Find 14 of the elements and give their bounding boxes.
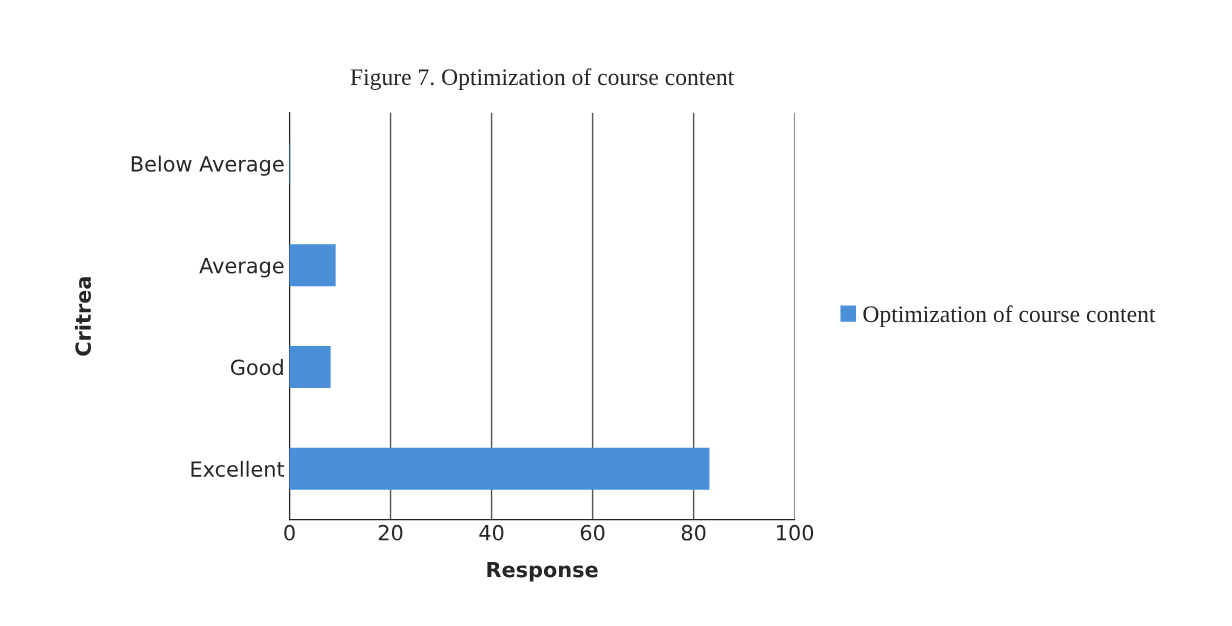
x-tick-label: 100 — [777, 524, 814, 541]
y-tick-label: Average — [199, 257, 284, 278]
y-tick-label: Below Average — [131, 155, 284, 176]
legend-label: Optimization of course content — [863, 305, 1156, 327]
x-tick-label: 20 — [378, 524, 403, 541]
x-tick-label: 0 — [284, 524, 295, 541]
y-tick-label: Excellent — [191, 460, 285, 477]
y-axis-title: Critrea — [74, 277, 92, 356]
chart-title: Figure 7. Optimization of course content — [350, 68, 735, 90]
x-axis-title: Response — [487, 561, 598, 582]
y-tick-label: Good — [230, 359, 283, 376]
x-tick-label: 80 — [681, 524, 706, 541]
x-tick-label: 60 — [580, 524, 605, 541]
x-tick-label: 40 — [479, 524, 504, 541]
